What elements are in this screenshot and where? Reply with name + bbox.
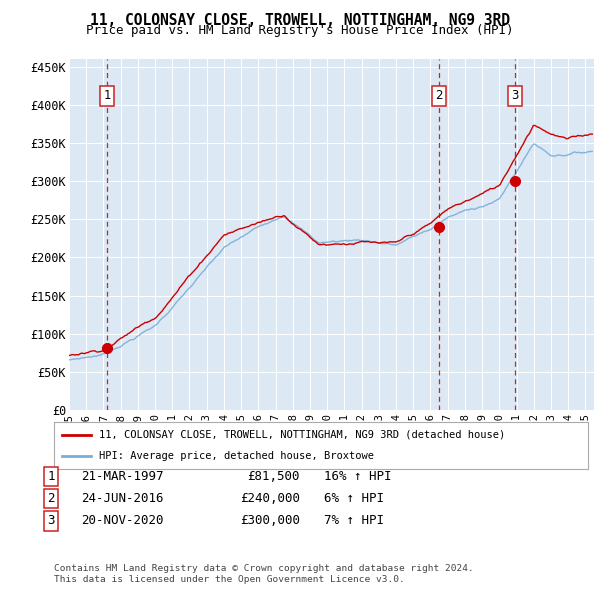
Text: Price paid vs. HM Land Registry's House Price Index (HPI): Price paid vs. HM Land Registry's House …	[86, 24, 514, 37]
Text: £300,000: £300,000	[240, 514, 300, 527]
Text: 20-NOV-2020: 20-NOV-2020	[81, 514, 163, 527]
Text: 16% ↑ HPI: 16% ↑ HPI	[324, 470, 392, 483]
Text: £240,000: £240,000	[240, 492, 300, 505]
Text: 6% ↑ HPI: 6% ↑ HPI	[324, 492, 384, 505]
Text: 11, COLONSAY CLOSE, TROWELL, NOTTINGHAM, NG9 3RD: 11, COLONSAY CLOSE, TROWELL, NOTTINGHAM,…	[90, 13, 510, 28]
Text: 3: 3	[47, 514, 55, 527]
Text: 3: 3	[511, 89, 518, 102]
Text: 11, COLONSAY CLOSE, TROWELL, NOTTINGHAM, NG9 3RD (detached house): 11, COLONSAY CLOSE, TROWELL, NOTTINGHAM,…	[100, 430, 506, 440]
Text: This data is licensed under the Open Government Licence v3.0.: This data is licensed under the Open Gov…	[54, 575, 405, 584]
Text: HPI: Average price, detached house, Broxtowe: HPI: Average price, detached house, Brox…	[100, 451, 374, 461]
Text: 1: 1	[47, 470, 55, 483]
Text: £81,500: £81,500	[248, 470, 300, 483]
Text: 24-JUN-2016: 24-JUN-2016	[81, 492, 163, 505]
Text: 2: 2	[435, 89, 442, 102]
Text: 7% ↑ HPI: 7% ↑ HPI	[324, 514, 384, 527]
Text: Contains HM Land Registry data © Crown copyright and database right 2024.: Contains HM Land Registry data © Crown c…	[54, 565, 474, 573]
Text: 2: 2	[47, 492, 55, 505]
Text: 21-MAR-1997: 21-MAR-1997	[81, 470, 163, 483]
Text: 1: 1	[103, 89, 111, 102]
